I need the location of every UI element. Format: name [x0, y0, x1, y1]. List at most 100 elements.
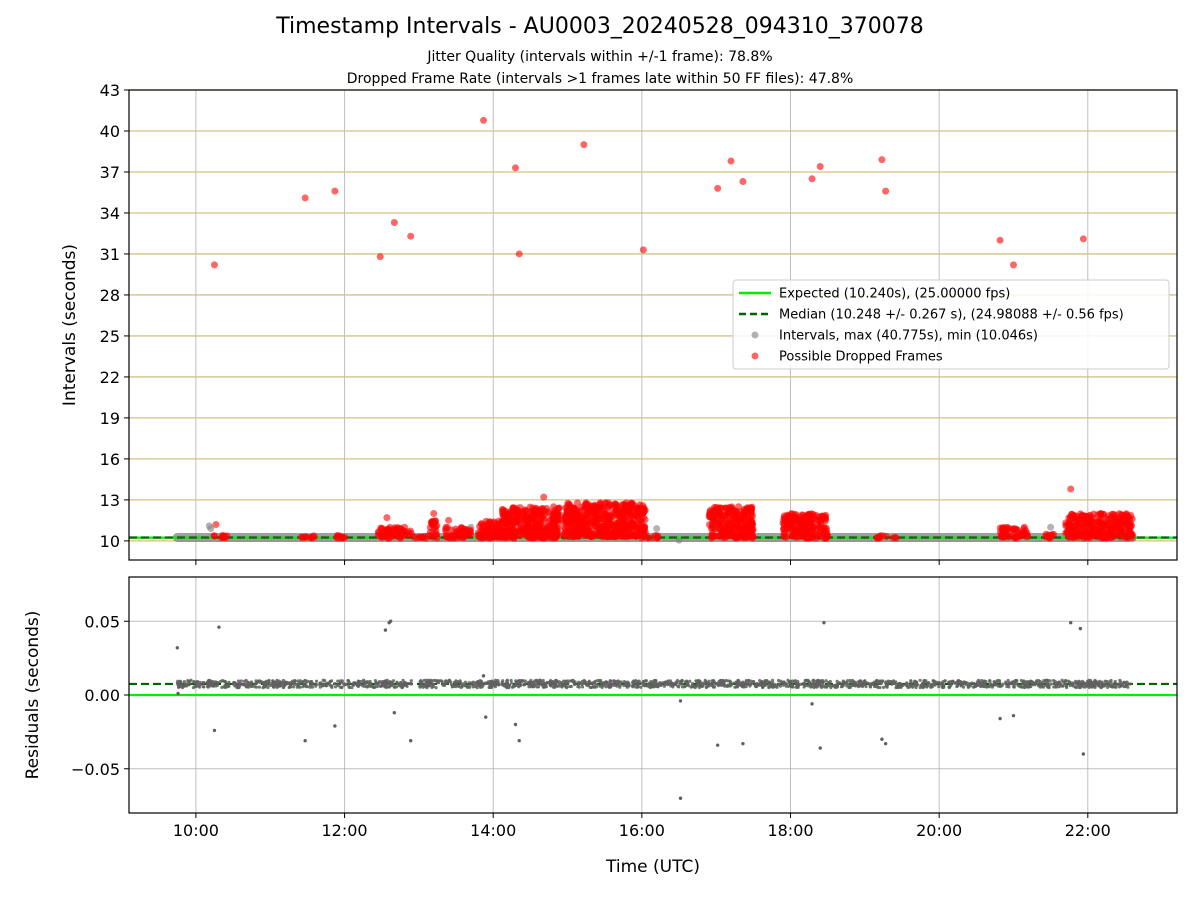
residual-point [356, 684, 361, 688]
residual-point [955, 680, 959, 684]
residual-point [778, 684, 783, 688]
residual-point [191, 685, 196, 690]
residual-point [616, 682, 620, 686]
residual-point [737, 682, 741, 687]
dropped-frame-point [747, 506, 755, 514]
dropped-frame-point [1001, 533, 1009, 541]
residual-point [553, 684, 557, 688]
residual-point [598, 684, 602, 688]
residual-point [527, 685, 531, 689]
dropped-frame-point [480, 116, 488, 124]
residual-point [744, 679, 748, 683]
residual-point [988, 679, 992, 683]
dropped-frame-point [1023, 529, 1031, 537]
residual-point [523, 679, 527, 683]
residual-point [943, 679, 947, 683]
residual-point [883, 741, 888, 746]
residual-point [288, 685, 292, 689]
dropped-frame-point [800, 533, 808, 541]
residual-point [493, 678, 498, 682]
residual-point [227, 680, 231, 684]
residual-point [490, 679, 494, 683]
residual-point [747, 678, 751, 682]
dropped-frame-point [407, 232, 415, 240]
residual-point [290, 679, 295, 683]
residual-point [388, 619, 393, 623]
dropped-frame-point [1123, 534, 1131, 542]
dropped-frame-point [706, 513, 714, 521]
residual-point [459, 685, 463, 690]
residual-point [505, 680, 509, 685]
residual-point [886, 679, 890, 683]
dropped-frame-point [589, 524, 597, 532]
residual-point [333, 724, 337, 728]
residual-point [393, 685, 397, 689]
residual-point [686, 682, 690, 686]
residual-point [573, 682, 577, 687]
residual-point [710, 681, 714, 685]
residual-point [896, 685, 900, 689]
y-tick-label: 25 [100, 327, 120, 346]
dropped-frame-point [483, 533, 491, 541]
x-tick-label: 14:00 [470, 821, 516, 840]
residual-point [849, 680, 853, 685]
residual-point [409, 682, 413, 686]
dropped-frame-point [506, 508, 514, 516]
residual-point [341, 681, 345, 685]
residual-point [441, 683, 445, 687]
residual-point [428, 682, 432, 686]
residual-point [825, 685, 829, 689]
legend-swatch [751, 331, 759, 339]
dropped-frame-point [578, 517, 586, 525]
dropped-frame-point [790, 532, 798, 540]
residual-point [1045, 678, 1049, 682]
dropped-frame-point [212, 520, 220, 528]
residual-point [1114, 684, 1118, 688]
residual-point [1006, 678, 1010, 683]
residual-point [1122, 681, 1126, 685]
dropped-frame-point [718, 504, 726, 512]
residual-point [1118, 678, 1122, 682]
x-axis-label: Time (UTC) [605, 857, 700, 877]
residual-point [873, 680, 877, 684]
dropped-frame-point [1081, 513, 1089, 521]
dropped-frame-point [432, 523, 440, 531]
dropped-frame-point [706, 506, 714, 514]
residual-point [771, 683, 775, 688]
residual-point [212, 683, 216, 688]
residual-point [418, 679, 422, 684]
residual-point [278, 680, 283, 684]
residual-point [314, 682, 319, 687]
dropped-frame-point [505, 526, 513, 534]
residual-point [314, 679, 319, 683]
dropped-frame-point [644, 534, 652, 542]
residual-point [669, 681, 674, 685]
residual-point [303, 739, 307, 743]
residual-point [484, 715, 488, 719]
residual-point [998, 716, 1002, 721]
residual-point [365, 685, 369, 689]
residual-point [350, 685, 354, 690]
dropped-frame-point [1009, 261, 1017, 269]
residual-point [949, 683, 953, 687]
residual-point [323, 679, 327, 683]
residual-point [212, 728, 217, 733]
residual-point [179, 680, 183, 684]
dropped-frame-point [383, 514, 391, 522]
dropped-frame-point [430, 510, 438, 518]
residual-point [273, 680, 277, 685]
dropped-frame-point [597, 501, 605, 509]
dropped-frame-point [816, 163, 824, 171]
residual-point [816, 679, 820, 683]
residual-point [538, 678, 542, 682]
residual-point [210, 682, 214, 686]
residual-point [427, 678, 431, 682]
residual-point [1076, 681, 1080, 685]
residual-point [767, 680, 771, 684]
residual-point [796, 684, 800, 688]
residual-point [1011, 713, 1016, 718]
residual-point [653, 681, 658, 685]
residual-point [979, 679, 984, 683]
dropped-frame-point [567, 524, 575, 532]
residual-point [733, 685, 737, 689]
